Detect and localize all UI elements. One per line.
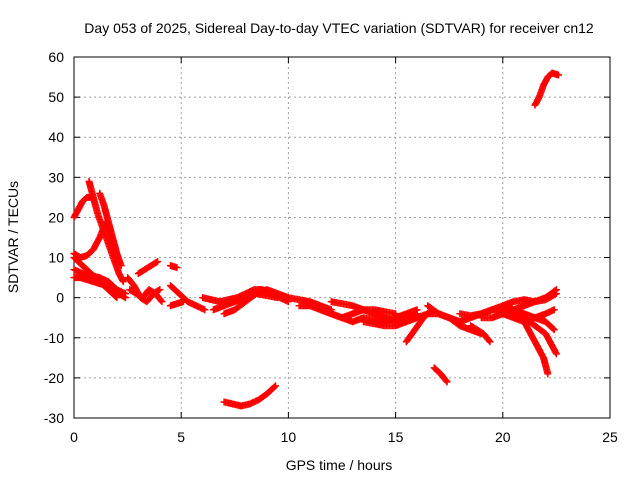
x-axis-label: GPS time / hours (286, 457, 393, 473)
data-point (549, 325, 557, 333)
data-point (550, 306, 558, 314)
series-s13 (166, 298, 187, 310)
series-s32 (520, 318, 552, 378)
y-tick-label: 50 (48, 89, 64, 105)
data-point (552, 286, 560, 294)
data-marks (70, 69, 563, 410)
y-tick-label: 20 (48, 209, 64, 225)
series-s9 (126, 286, 166, 306)
series-s4 (70, 217, 123, 266)
data-point (443, 378, 451, 386)
data-point (157, 297, 165, 305)
series-s12 (166, 282, 209, 314)
x-tick-label: 10 (281, 429, 297, 445)
y-axis-label: SDTVAR / TECUs (5, 181, 21, 293)
data-point (270, 383, 278, 391)
x-tick-label: 20 (495, 429, 511, 445)
y-tick-label: 10 (48, 250, 64, 266)
chart-title: Day 053 of 2025, Sidereal Day-to-day VTE… (84, 20, 594, 36)
y-tick-label: 40 (48, 129, 64, 145)
data-point (152, 258, 160, 266)
series-s27 (467, 322, 494, 346)
data-point (173, 264, 181, 272)
data-point (555, 71, 563, 79)
y-tick-label: -20 (44, 370, 64, 386)
data-point (117, 262, 125, 270)
series-s23 (402, 306, 436, 346)
data-point (550, 326, 558, 334)
data-point (115, 258, 123, 266)
y-tick-labels: -30 -20 -10 0 10 20 30 40 50 60 (44, 49, 64, 426)
x-tick-labels: 0 5 10 15 20 25 (70, 429, 618, 445)
series-s11 (166, 262, 181, 272)
series-s31 (499, 306, 558, 326)
data-point (551, 287, 559, 295)
series-s1 (70, 193, 95, 221)
data-point (485, 337, 493, 345)
data-point (272, 382, 280, 390)
data-point (156, 286, 164, 294)
series-s34 (430, 364, 451, 386)
data-point (154, 258, 162, 266)
y-tick-label: 0 (56, 290, 64, 306)
data-point (121, 294, 129, 302)
y-tick-label: -30 (44, 410, 64, 426)
x-tick-label: 25 (602, 429, 618, 445)
series-s33 (531, 69, 563, 109)
data-point (201, 306, 209, 314)
series-s17 (220, 382, 280, 410)
data-point (544, 370, 552, 378)
series-s10 (134, 258, 162, 278)
data-point (158, 298, 166, 306)
y-tick-label: -10 (44, 330, 64, 346)
axis-ticks (73, 56, 611, 419)
y-tick-label: 60 (48, 49, 64, 65)
series-s7 (70, 274, 129, 302)
data-point (120, 293, 128, 301)
data-point (179, 298, 187, 306)
plot-frame (73, 56, 611, 419)
x-tick-label: 0 (70, 429, 78, 445)
data-point (486, 338, 494, 346)
x-tick-label: 15 (388, 429, 404, 445)
y-tick-label: 30 (48, 169, 64, 185)
data-point (442, 377, 450, 385)
data-point (119, 278, 127, 286)
x-tick-label: 5 (177, 429, 185, 445)
data-point (552, 350, 560, 358)
